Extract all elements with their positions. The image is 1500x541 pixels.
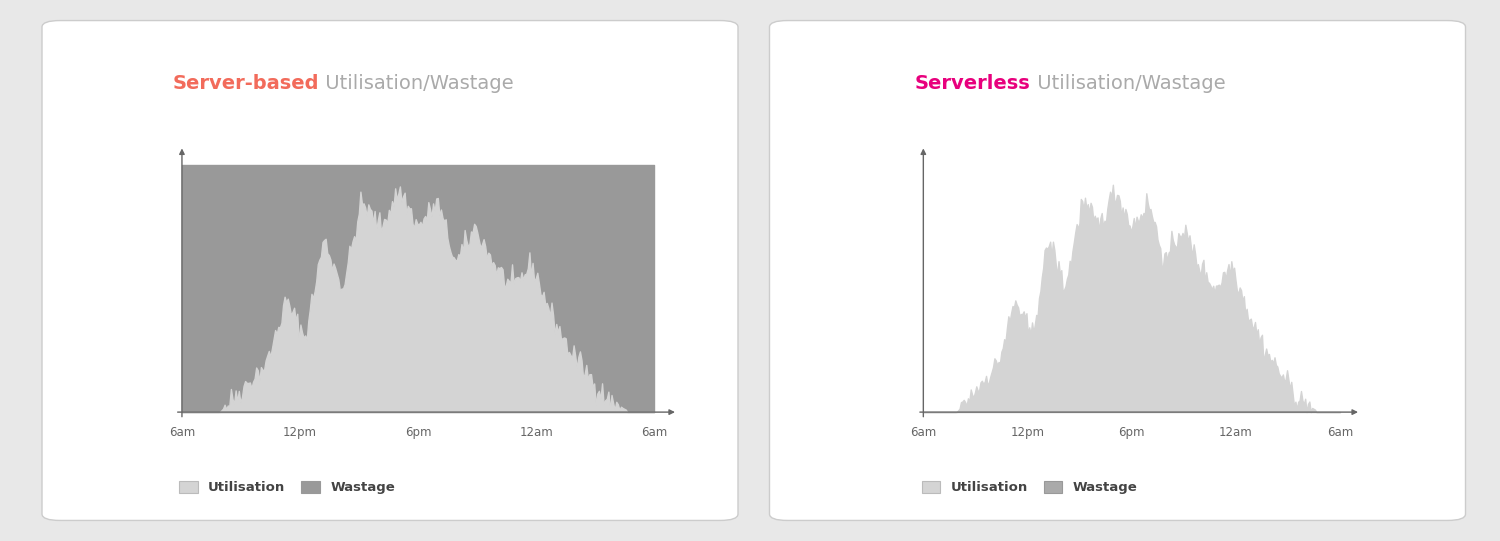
Text: Utilisation/Wastage: Utilisation/Wastage — [320, 74, 513, 93]
Text: Server-based: Server-based — [172, 74, 320, 93]
Text: 6pm: 6pm — [1119, 426, 1144, 439]
Text: 12am: 12am — [1220, 426, 1252, 439]
Text: Serverless: Serverless — [915, 74, 1030, 93]
Text: 6am: 6am — [910, 426, 936, 439]
Text: 6am: 6am — [170, 426, 195, 439]
Text: 12am: 12am — [519, 426, 554, 439]
Text: 6pm: 6pm — [405, 426, 432, 439]
Text: 6am: 6am — [1328, 426, 1353, 439]
Text: 12pm: 12pm — [284, 426, 316, 439]
Text: Utilisation/Wastage: Utilisation/Wastage — [1030, 74, 1225, 93]
Text: 12pm: 12pm — [1011, 426, 1044, 439]
Text: 6am: 6am — [640, 426, 668, 439]
Legend: Utilisation, Wastage: Utilisation, Wastage — [921, 481, 1137, 494]
Legend: Utilisation, Wastage: Utilisation, Wastage — [178, 481, 394, 494]
